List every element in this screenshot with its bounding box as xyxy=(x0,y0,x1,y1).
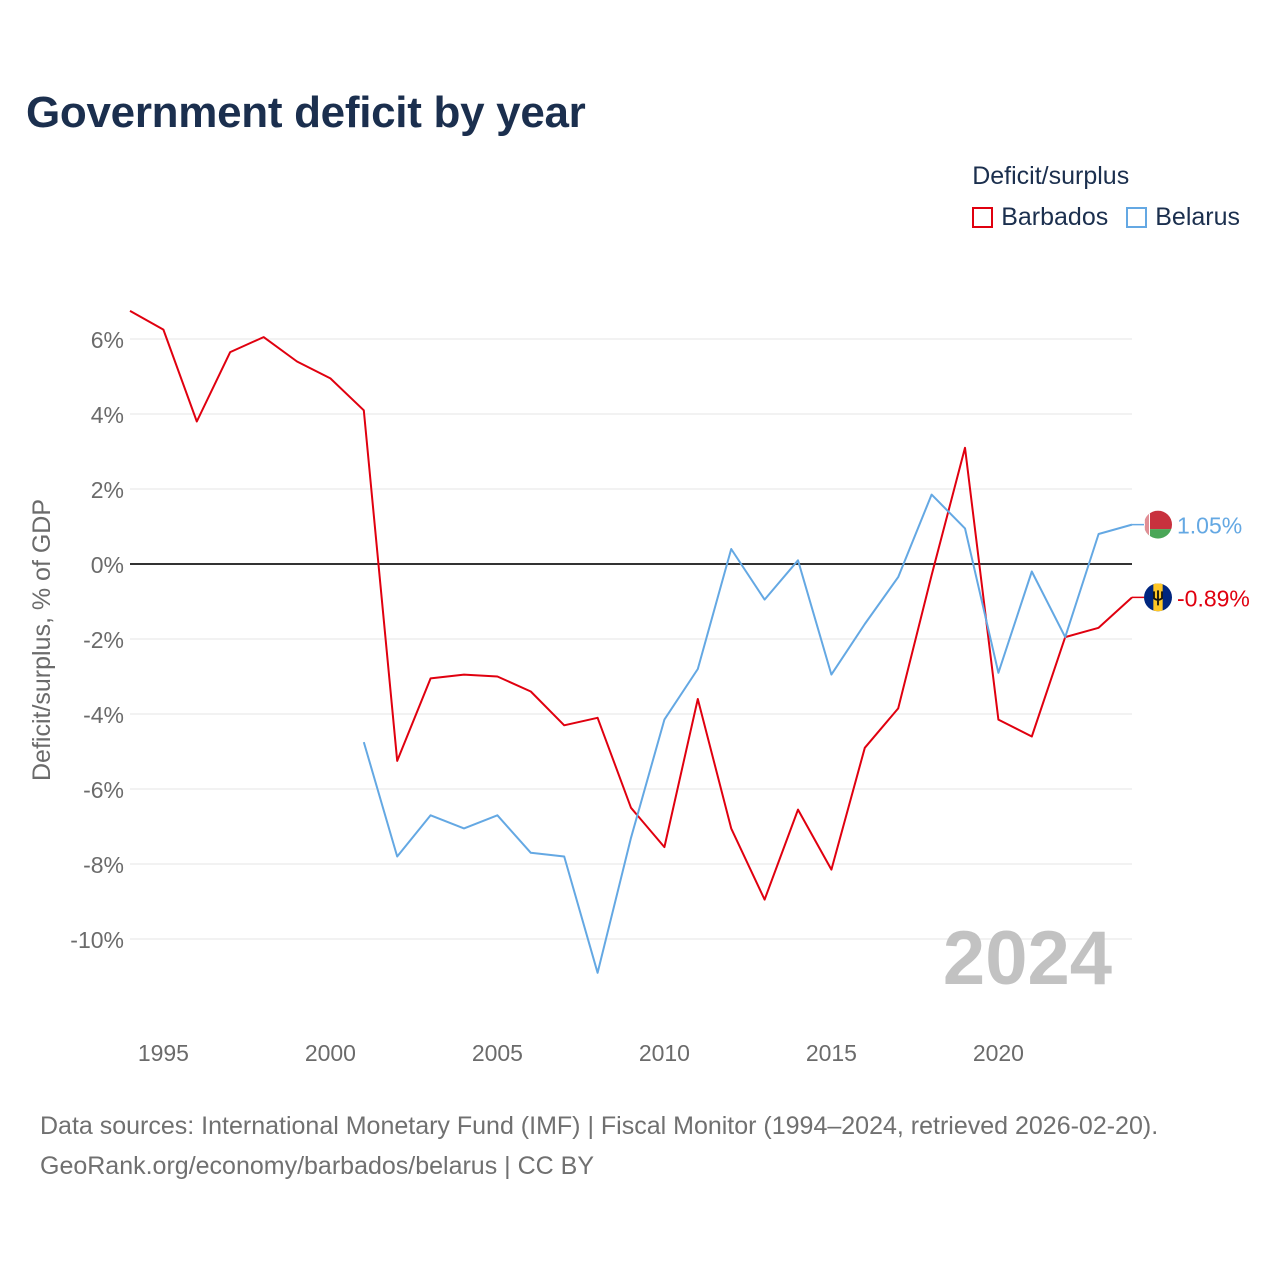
legend-item-barbados[interactable]: Barbados xyxy=(972,203,1108,232)
end-value-label-barbados: -0.89% xyxy=(1177,585,1250,611)
y-tick-label: 2% xyxy=(91,477,124,503)
flag-icon-belarus xyxy=(1144,510,1172,539)
y-tick-label: -4% xyxy=(83,702,124,728)
end-value-label-belarus: 1.05% xyxy=(1177,513,1242,539)
y-tick-label: -2% xyxy=(83,627,124,653)
legend-swatch-belarus xyxy=(1126,207,1148,228)
chart-title: Government deficit by year xyxy=(26,88,586,137)
y-axis-label: Deficit/surplus, % of GDP xyxy=(28,499,56,781)
attribution-link[interactable]: GeoRank.org/economy/barbados/belarus | C… xyxy=(40,1152,595,1180)
legend-label-barbados: Barbados xyxy=(1001,203,1109,231)
x-tick-label: 1995 xyxy=(138,1040,189,1066)
x-tick-label: 2015 xyxy=(806,1040,857,1066)
series-end-markers: -0.89% 1.05% xyxy=(1132,510,1250,612)
data-sources: Data sources: International Monetary Fun… xyxy=(40,1112,1159,1140)
y-tick-label: 0% xyxy=(91,552,124,578)
series-lines xyxy=(129,310,1133,974)
y-axis-ticks: 6% 4% 2% 0% -2% -4% -6% -8% -10% xyxy=(70,327,124,953)
series-line-barbados xyxy=(129,310,1133,901)
y-tick-label: 6% xyxy=(91,327,124,353)
legend-swatch-barbados xyxy=(972,207,994,228)
series-line-belarus xyxy=(362,493,1133,974)
flag-icon-barbados xyxy=(1144,583,1172,612)
y-tick-label: -10% xyxy=(70,927,124,953)
year-watermark: 2024 xyxy=(943,916,1112,1001)
legend-item-belarus[interactable]: Belarus xyxy=(1126,203,1240,232)
x-tick-label: 2000 xyxy=(305,1040,356,1066)
y-tick-label: -8% xyxy=(83,852,124,878)
y-tick-label: -6% xyxy=(83,777,124,803)
x-tick-label: 2010 xyxy=(639,1040,690,1066)
footer: Data sources: International Monetary Fun… xyxy=(40,1106,1158,1186)
x-axis-ticks: 1995 2000 2005 2010 2015 2020 xyxy=(138,1040,1024,1066)
y-tick-label: 4% xyxy=(91,402,124,428)
legend-title: Deficit/surplus xyxy=(972,162,1130,190)
gridlines xyxy=(130,338,1132,940)
legend-label-belarus: Belarus xyxy=(1155,203,1240,231)
legend: Deficit/surplus Barbados Belarus xyxy=(972,162,1240,232)
x-tick-label: 2020 xyxy=(973,1040,1024,1066)
x-tick-label: 2005 xyxy=(472,1040,523,1066)
